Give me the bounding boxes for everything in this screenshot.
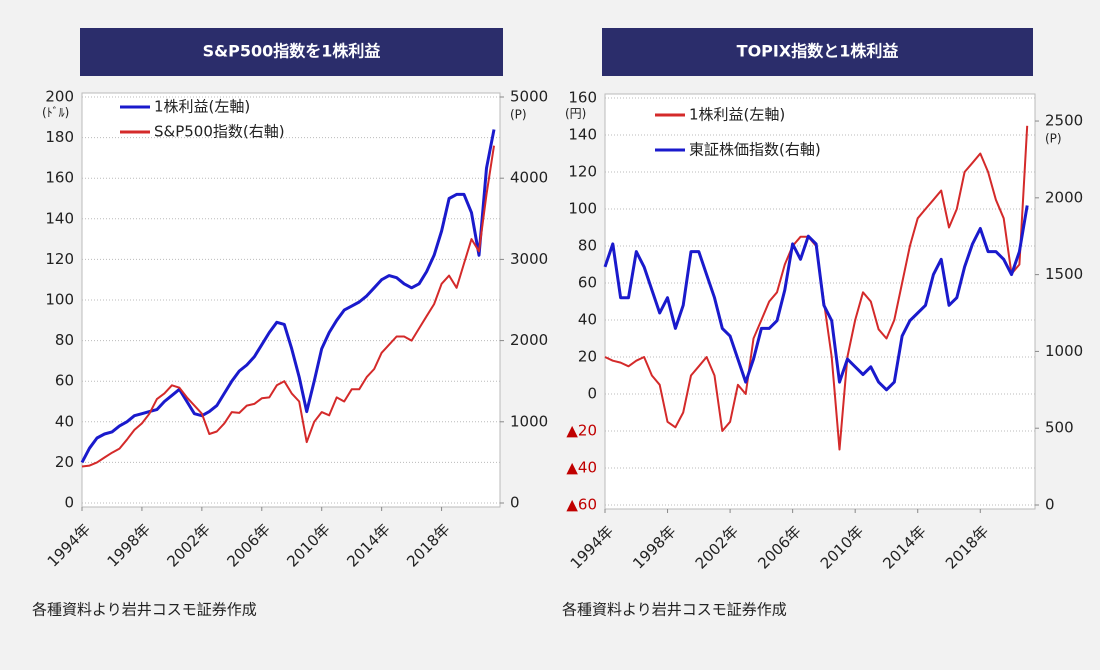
y2-unit: (P) <box>510 108 527 122</box>
y-tick-label: ▲20 <box>566 422 597 440</box>
series-line <box>81 145 495 468</box>
y-tick-label: 140 <box>568 126 597 144</box>
y-tick-label: 100 <box>45 291 74 309</box>
x-tick-label: 2006年 <box>223 520 273 570</box>
title-bar <box>80 28 503 76</box>
y2-tick-label: 2000 <box>510 331 548 349</box>
y2-tick-label: 1500 <box>1045 265 1083 283</box>
x-tick-label: 2014年 <box>879 522 929 572</box>
y-unit: (円) <box>565 107 586 121</box>
y2-tick-label: 0 <box>510 494 520 512</box>
y-tick-label: 160 <box>568 89 597 107</box>
x-tick-label: 2006年 <box>754 522 804 572</box>
y-tick-label: ▲60 <box>566 496 597 514</box>
y-tick-label: 180 <box>45 128 74 146</box>
x-tick-label: 2002年 <box>692 522 742 572</box>
y-tick-label: 0 <box>587 385 597 403</box>
series-line <box>603 205 1029 392</box>
x-tick-label: 2018年 <box>942 522 992 572</box>
legend-label: 1株利益(左軸) <box>689 106 785 124</box>
x-tick-label: 2018年 <box>403 520 453 570</box>
plot-area <box>81 92 501 508</box>
y-tick-label: 120 <box>45 250 74 268</box>
y2-tick-label: 2500 <box>1045 112 1083 130</box>
title-bar <box>602 28 1033 76</box>
y-tick-label: 60 <box>578 274 597 292</box>
x-tick-label: 1994年 <box>44 520 94 570</box>
legend-label: 東証株価指数(右軸) <box>689 141 821 159</box>
y-tick-label: 0 <box>64 494 74 512</box>
y-tick-label: 60 <box>55 372 74 390</box>
y-tick-label: 140 <box>45 209 74 227</box>
legend-label: S&P500指数(右軸) <box>154 123 285 141</box>
source-note: 各種資料より岩井コスモ証券作成 <box>562 601 787 619</box>
x-tick-label: 1994年 <box>567 522 617 572</box>
y2-tick-label: 5000 <box>510 88 548 106</box>
y2-tick-label: 1000 <box>1045 342 1083 360</box>
y-tick-label: 80 <box>55 331 74 349</box>
y-tick-label: 100 <box>568 200 597 218</box>
y2-unit: (P) <box>1045 132 1062 146</box>
y-tick-label: 40 <box>55 412 74 430</box>
y-tick-label: 20 <box>55 453 74 471</box>
chart-title: TOPIX指数と1株利益 <box>737 42 899 61</box>
y-tick-label: 120 <box>568 163 597 181</box>
y2-tick-label: 0 <box>1045 496 1055 514</box>
x-tick-label: 2002年 <box>164 520 214 570</box>
y2-tick-label: 4000 <box>510 169 548 187</box>
chart-title: S&P500指数を1株利益 <box>203 42 381 61</box>
x-tick-label: 2010年 <box>283 520 333 570</box>
x-tick-label: 1998年 <box>104 520 154 570</box>
y2-tick-label: 500 <box>1045 419 1074 437</box>
x-tick-label: 2010年 <box>817 522 867 572</box>
y2-tick-label: 3000 <box>510 250 548 268</box>
x-tick-label: 2014年 <box>343 520 393 570</box>
y-tick-label: 80 <box>578 237 597 255</box>
x-tick-label: 1998年 <box>629 522 679 572</box>
y-tick-label: 160 <box>45 169 74 187</box>
y-tick-label: ▲40 <box>566 459 597 477</box>
y-tick-label: 200 <box>45 88 74 106</box>
plot-area <box>604 93 1036 510</box>
legend-label: 1株利益(左軸) <box>154 98 250 116</box>
source-note: 各種資料より岩井コスモ証券作成 <box>32 601 257 619</box>
y-tick-label: 40 <box>578 311 597 329</box>
y-tick-label: 20 <box>578 348 597 366</box>
y-unit: (ﾄﾞﾙ) <box>42 106 69 120</box>
y2-tick-label: 2000 <box>1045 188 1083 206</box>
y2-tick-label: 1000 <box>510 412 548 430</box>
